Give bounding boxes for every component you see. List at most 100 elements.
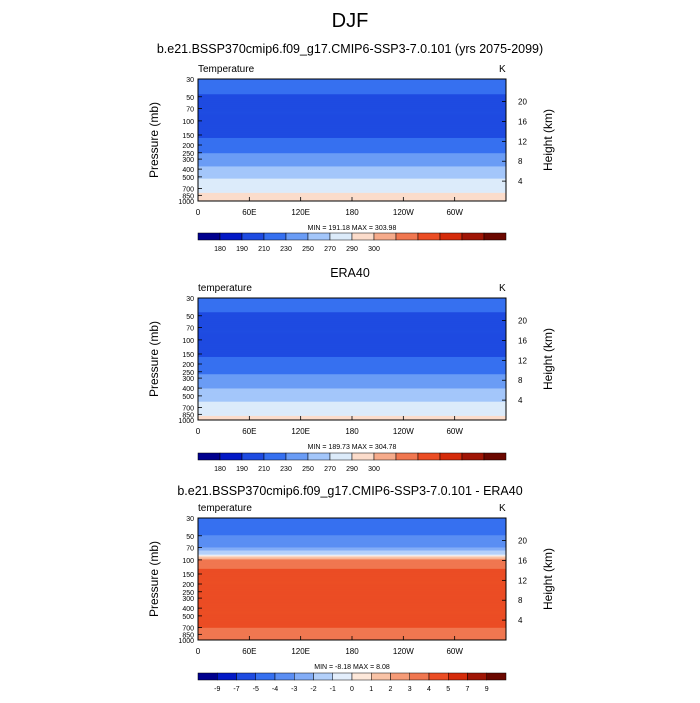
colorbar-label: 0 — [350, 686, 354, 693]
contour-band — [198, 523, 506, 525]
contour-band — [198, 193, 506, 196]
contour-band — [198, 99, 506, 101]
colorbar-swatch — [241, 452, 265, 461]
contour-band — [198, 147, 506, 149]
contour-band — [198, 555, 506, 558]
colorbar-swatch — [467, 672, 487, 681]
contour-band — [198, 616, 506, 619]
colorbar-swatch — [307, 232, 331, 241]
x-tick-label: 60W — [446, 208, 463, 217]
contour-band — [198, 377, 506, 379]
contour-band — [198, 634, 506, 637]
contour-band — [198, 142, 506, 144]
colorbar-3: -9 -7 -5 -4 -3 -2 -1 0 1 2 3 4 5 7 9 — [197, 672, 507, 693]
contour-band — [198, 341, 506, 344]
colorbar-swatch — [461, 452, 485, 461]
contour-band — [198, 302, 506, 304]
contour-band — [198, 171, 506, 173]
y-tick-label: 300 — [182, 376, 194, 383]
contour-band — [198, 85, 506, 87]
colorbar-swatch — [351, 452, 375, 461]
contour-band — [198, 331, 506, 333]
colorbar-label: 180 — [214, 246, 226, 253]
contour-band — [198, 546, 506, 548]
contour-band — [198, 323, 506, 325]
contour-band — [198, 112, 506, 114]
contour-band — [198, 81, 506, 83]
contour-band — [198, 114, 506, 116]
contour-band — [198, 536, 506, 538]
contour-band — [198, 608, 506, 610]
contour-band — [198, 568, 506, 571]
colorbar-label: 290 — [346, 466, 358, 473]
panel-title: b.e21.BSSP370cmip6.f09_g17.CMIP6-SSP3-7.… — [177, 484, 523, 498]
contour-band — [198, 410, 506, 413]
contour-band — [198, 534, 506, 536]
colorbar-label: 230 — [280, 246, 292, 253]
contour-band — [198, 380, 506, 382]
colorbar-swatch — [236, 672, 256, 681]
y-tick-label: 50 — [186, 95, 194, 102]
contour-band — [198, 615, 506, 618]
y-tick-label: 300 — [182, 157, 194, 164]
colorbar-label: 190 — [236, 246, 248, 253]
x-tick-label: 180 — [345, 208, 359, 217]
contour-band — [198, 308, 506, 310]
contour-band — [198, 400, 506, 403]
contour-band — [198, 370, 506, 372]
contour-band — [198, 97, 506, 99]
contour-band — [198, 185, 506, 188]
y-tick-label: 400 — [182, 167, 194, 174]
units-label: K — [499, 283, 506, 294]
contour-band — [198, 609, 506, 611]
stats-text: MIN = 189.73 MAX = 304.78 — [307, 444, 397, 451]
contour-band — [198, 580, 506, 582]
y2-tick-label: 16 — [518, 556, 527, 565]
contour-band — [198, 177, 506, 180]
contour-band — [198, 402, 506, 405]
contour-band — [198, 619, 506, 622]
contour-band — [198, 312, 506, 314]
contour-band — [198, 111, 506, 113]
contour-band — [198, 351, 506, 354]
contour-band — [198, 89, 506, 91]
contour-band — [198, 628, 506, 631]
contour-band — [198, 541, 506, 543]
contour-band — [198, 179, 506, 182]
contour-band — [198, 176, 506, 179]
contour-band — [198, 405, 506, 408]
x-tick-label: 60E — [242, 208, 256, 217]
contour-band — [198, 631, 506, 634]
contour-band — [198, 589, 506, 591]
colorbar-swatch — [241, 232, 265, 241]
contour-band — [198, 519, 506, 521]
contour-band — [198, 387, 506, 389]
contour-band — [198, 195, 506, 198]
contour-band — [198, 325, 506, 327]
contour-band — [198, 104, 506, 106]
contour-band — [198, 600, 506, 602]
colorbar-label: 190 — [236, 466, 248, 473]
contour-band — [198, 347, 506, 350]
contour-band — [198, 183, 506, 186]
contour-band — [198, 592, 506, 594]
contour-band — [198, 103, 506, 105]
colorbar-label: 9 — [485, 686, 489, 693]
y-tick-label: 150 — [182, 133, 194, 140]
contour-band — [198, 157, 506, 159]
contour-band — [198, 329, 506, 331]
contour-band — [198, 629, 506, 632]
contour-band — [198, 567, 506, 570]
contour-band — [198, 596, 506, 598]
contour-band — [198, 90, 506, 92]
contour-band — [198, 518, 506, 520]
contour-band — [198, 337, 506, 340]
contour-band — [198, 310, 506, 312]
colorbar-label: 7 — [466, 686, 470, 693]
contour-band — [198, 318, 506, 320]
contour-band — [198, 340, 506, 343]
colorbar-swatch — [390, 672, 410, 681]
y-tick-label: 200 — [182, 143, 194, 150]
contour-band — [198, 345, 506, 348]
